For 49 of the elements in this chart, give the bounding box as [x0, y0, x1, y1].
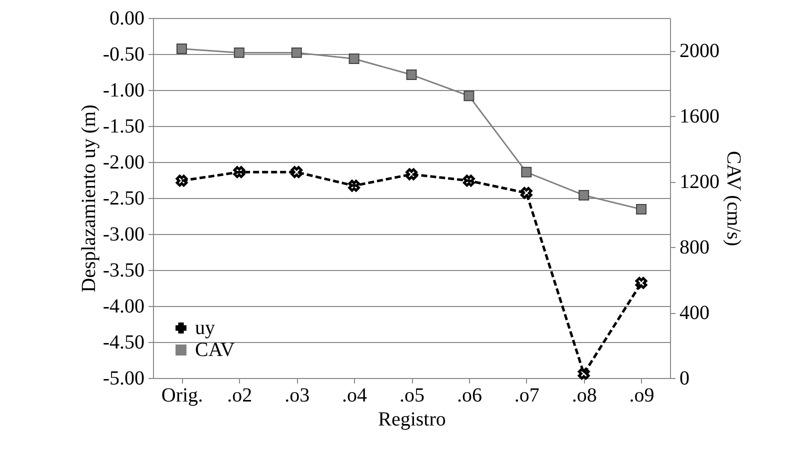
point — [636, 204, 647, 215]
y-axis-title: Desplazamiento uy (m) — [78, 104, 100, 292]
legend-label: CAV — [195, 339, 236, 361]
point — [578, 368, 590, 380]
point — [176, 174, 188, 187]
x-tick-label: .o5 — [400, 384, 424, 406]
y-tick-label: -4.00 — [102, 296, 144, 318]
y2-axis-title: CAV (cm/s) — [722, 150, 744, 246]
x-tick-label: .o8 — [572, 384, 597, 406]
point — [348, 54, 360, 64]
y-tick-label: -1.50 — [102, 116, 144, 138]
point — [290, 166, 303, 178]
point — [635, 277, 648, 289]
y-tick-label: -0.50 — [102, 44, 144, 66]
y-tick-label: -1.00 — [102, 80, 144, 102]
point — [521, 166, 532, 178]
point — [291, 47, 302, 58]
point — [176, 44, 187, 54]
x-tick-label: .o4 — [342, 384, 368, 406]
x-tick-label: .o9 — [629, 384, 654, 406]
y2-tick-label: 1200 — [680, 171, 720, 194]
y2-tick-label: 400 — [680, 302, 710, 324]
x-tick-label: Orig. — [161, 384, 204, 406]
point — [520, 187, 532, 199]
legend-label: uy — [195, 317, 215, 339]
x-tick-label: .o2 — [227, 384, 252, 406]
y2-tick-label: 2000 — [680, 40, 720, 62]
x-axis-title: Registro — [378, 408, 446, 430]
y-tick-label: -5.00 — [102, 368, 144, 390]
x-tick-label: .o7 — [514, 384, 540, 406]
y-tick-label: -2.00 — [102, 152, 144, 174]
point — [464, 90, 474, 102]
y-tick-label: -2.50 — [102, 188, 144, 210]
point — [578, 190, 590, 200]
point — [348, 180, 360, 192]
y2-tick-label: 800 — [680, 236, 710, 259]
y-tick-label: -3.50 — [102, 260, 144, 282]
y2-tick-label: 1600 — [680, 106, 720, 128]
point — [463, 174, 475, 187]
y-tick-label: -4.50 — [102, 332, 144, 354]
y-tick-label: -3.00 — [102, 224, 144, 246]
y2-tick-label: 0 — [680, 368, 690, 390]
x-tick-label: .o3 — [284, 384, 310, 406]
point — [233, 166, 246, 178]
point — [406, 168, 418, 180]
x-tick-label: .o6 — [456, 384, 482, 406]
y-tick-label: 0.00 — [110, 8, 144, 30]
point — [234, 47, 244, 58]
point — [406, 70, 417, 80]
